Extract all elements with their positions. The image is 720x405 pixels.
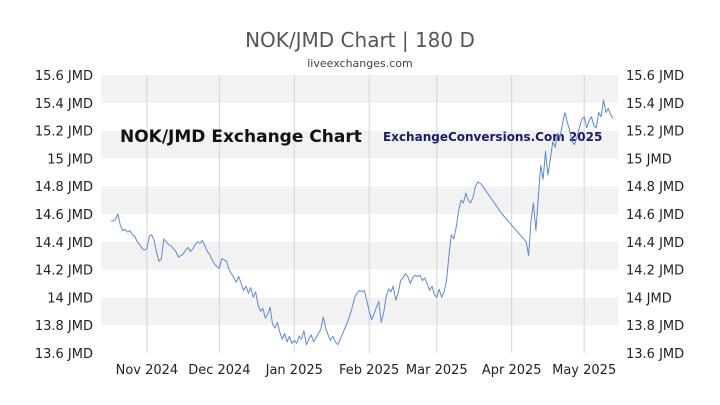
overlay-chart-title: NOK/JMD Exchange Chart	[120, 127, 362, 147]
y-tick-label-right: 14.2 JMD	[626, 264, 684, 279]
grid-band	[101, 297, 618, 326]
grid-band	[101, 158, 618, 187]
grid-band	[101, 325, 618, 353]
y-tick-label-left: 14.4 JMD	[35, 236, 93, 251]
y-tick-label-right: 14.8 JMD	[626, 180, 684, 195]
x-tick-label: Mar 2025	[406, 363, 468, 378]
grid-band	[101, 186, 618, 214]
y-tick-label-right: 14 JMD	[626, 291, 672, 306]
grid-band	[101, 75, 618, 103]
grid-band	[101, 214, 618, 242]
y-tick-label-right: 15 JMD	[626, 152, 672, 167]
grid-band	[101, 269, 618, 298]
y-tick-label-left: 14 JMD	[47, 291, 93, 306]
grid-band	[101, 102, 618, 131]
y-tick-label-left: 14.2 JMD	[35, 264, 93, 279]
vertical-gridlines	[146, 75, 585, 353]
x-tick-label: Dec 2024	[188, 363, 250, 378]
y-tick-label-right: 14.6 JMD	[626, 208, 684, 223]
y-tick-label-left: 15 JMD	[47, 152, 93, 167]
x-tick-label: Feb 2025	[339, 363, 399, 378]
y-tick-label-right: 15.2 JMD	[626, 125, 684, 140]
y-tick-label-left: 15.4 JMD	[35, 97, 93, 112]
y-tick-label-right: 13.6 JMD	[626, 347, 684, 362]
y-tick-label-left: 14.8 JMD	[35, 180, 93, 195]
grid-bands	[101, 75, 618, 353]
y-tick-label-right: 15.6 JMD	[626, 69, 684, 84]
x-tick-label: Apr 2025	[482, 363, 542, 378]
grid-band	[101, 241, 618, 270]
x-tick-label: Jan 2025	[265, 363, 323, 378]
y-tick-label-right: 13.8 JMD	[626, 319, 684, 334]
chart-title: NOK/JMD Chart | 180 D	[245, 28, 475, 52]
y-tick-label-right: 15.4 JMD	[626, 97, 684, 112]
x-tick-label: Nov 2024	[116, 363, 179, 378]
watermark-text: ExchangeConversions.Com 2025	[383, 130, 602, 144]
y-tick-label-left: 15.2 JMD	[35, 125, 93, 140]
y-tick-label-left: 15.6 JMD	[35, 69, 93, 84]
y-axis-right: 13.6 JMD 13.8 JMD 14 JMD 14.2 JMD 14.4 JMD 14…	[626, 69, 684, 362]
grid-band	[101, 130, 618, 159]
y-tick-label-left: 14.6 JMD	[35, 208, 93, 223]
x-tick-label: May 2025	[552, 363, 616, 378]
y-tick-label-left: 13.6 JMD	[35, 347, 93, 362]
y-axis-left: 13.6 JMD 13.8 JMD 14 JMD 14.2 JMD 14.4 JMD 14…	[35, 69, 93, 362]
x-axis: Nov 2024 Dec 2024 Jan 2025 Feb 2025 Mar 2025…	[116, 363, 617, 378]
y-tick-label-right: 14.4 JMD	[626, 236, 684, 251]
series-group	[110, 99, 614, 346]
series-line	[110, 99, 614, 346]
chart-subtitle: liveexchanges.com	[307, 57, 412, 70]
y-tick-label-left: 13.8 JMD	[35, 319, 93, 334]
